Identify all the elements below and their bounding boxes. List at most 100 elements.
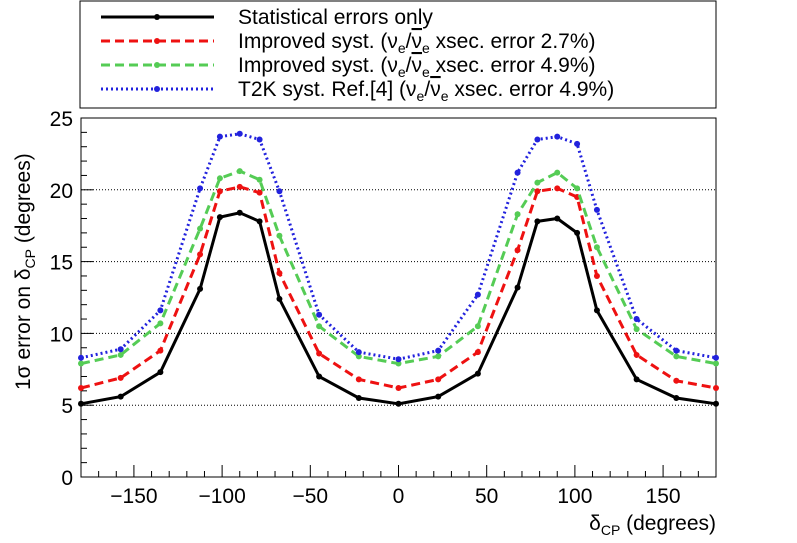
data-point [256, 218, 263, 225]
x-tick-label: −150 [110, 485, 157, 508]
data-point [197, 225, 204, 232]
x-tick-label: 150 [646, 485, 681, 508]
data-point [395, 360, 402, 367]
data-point [574, 140, 581, 147]
data-point [534, 218, 541, 225]
data-point [276, 270, 283, 277]
data-point [216, 175, 223, 182]
data-point [78, 384, 84, 391]
y-axis-title: 1σ error on δCP (degrees) [12, 153, 38, 390]
data-point [316, 373, 323, 380]
data-point [316, 323, 323, 330]
series-1 [78, 209, 719, 407]
data-point [593, 307, 600, 314]
data-point [435, 376, 442, 383]
data-point [355, 395, 362, 402]
data-point [593, 272, 600, 279]
data-point [395, 356, 402, 363]
data-point [713, 400, 719, 407]
legend-label: Statistical errors only [238, 6, 433, 29]
data-point [236, 209, 243, 216]
data-point [197, 285, 204, 292]
data-point [395, 384, 402, 391]
data-point [276, 232, 283, 239]
data-point [593, 244, 600, 251]
axes: 0 5 10 15 20 25 −150 −100 −50 0 50 100 150 [50, 108, 717, 508]
data-point [157, 369, 164, 376]
legend-label: Improved syst. (νe/νe xsec. error 4.9%) [238, 54, 596, 80]
data-point [593, 206, 600, 213]
grid [81, 189, 716, 406]
series-4 [78, 130, 719, 363]
legend-label: Improved syst. (νe/νe xsec. error 2.7%) [238, 30, 596, 56]
data-point [256, 136, 263, 143]
data-point [474, 349, 481, 356]
data-point [395, 400, 402, 407]
data-point [574, 185, 581, 192]
series-3 [78, 168, 719, 367]
data-point [534, 136, 541, 143]
legend-marker [154, 62, 160, 68]
data-point [474, 323, 481, 330]
data-point [554, 185, 561, 192]
data-point [157, 307, 164, 314]
data-point [435, 393, 442, 400]
data-point [216, 188, 223, 195]
data-point [713, 384, 719, 391]
data-point [355, 353, 362, 360]
data-point [216, 214, 223, 221]
data-point [435, 353, 442, 360]
x-axis-title: δCP (degrees) [589, 512, 716, 538]
data-point [355, 349, 362, 356]
y-tick-label: 10 [50, 323, 73, 346]
data-point [474, 370, 481, 377]
y-tick-label: 5 [61, 395, 73, 418]
data-point [633, 316, 640, 323]
legend-marker [154, 38, 160, 44]
y-tick-label: 25 [50, 108, 73, 131]
legend-label: T2K syst. Ref.[4] (νe/νe xsec. error 4.9… [238, 78, 614, 104]
y-tick-label: 20 [50, 180, 73, 203]
data-point [157, 320, 164, 327]
data-point [554, 215, 561, 222]
data-point [514, 211, 521, 218]
data-point [514, 284, 521, 291]
data-point [276, 188, 283, 195]
data-point [554, 169, 561, 176]
data-point [534, 188, 541, 195]
series-line [80, 169, 717, 366]
data-point [117, 346, 124, 353]
data-point [633, 376, 640, 383]
data-point [435, 347, 442, 354]
data-point [713, 360, 719, 367]
data-point [117, 374, 124, 381]
y-tick-label: 0 [61, 467, 73, 490]
data-point [157, 347, 164, 354]
data-point [633, 326, 640, 333]
data-point [673, 347, 680, 354]
data-point [474, 291, 481, 298]
data-point [117, 393, 124, 400]
plot-frame [80, 117, 717, 478]
data-point [514, 169, 521, 176]
x-tick-label: 100 [557, 485, 592, 508]
series-layer [78, 130, 719, 407]
series-2 [78, 183, 719, 391]
x-tick-label: 0 [393, 485, 405, 508]
data-point [355, 376, 362, 383]
y-tick-label: 15 [50, 252, 73, 275]
data-point [236, 168, 243, 175]
data-point [78, 400, 84, 407]
data-point [574, 229, 581, 236]
data-point [197, 251, 204, 258]
x-tick-label: 50 [475, 485, 498, 508]
data-point [673, 377, 680, 384]
x-tick-label: −50 [292, 485, 328, 508]
data-point [78, 360, 84, 367]
data-point [236, 183, 243, 190]
data-point [633, 351, 640, 358]
data-point [316, 311, 323, 318]
data-point [256, 176, 263, 183]
